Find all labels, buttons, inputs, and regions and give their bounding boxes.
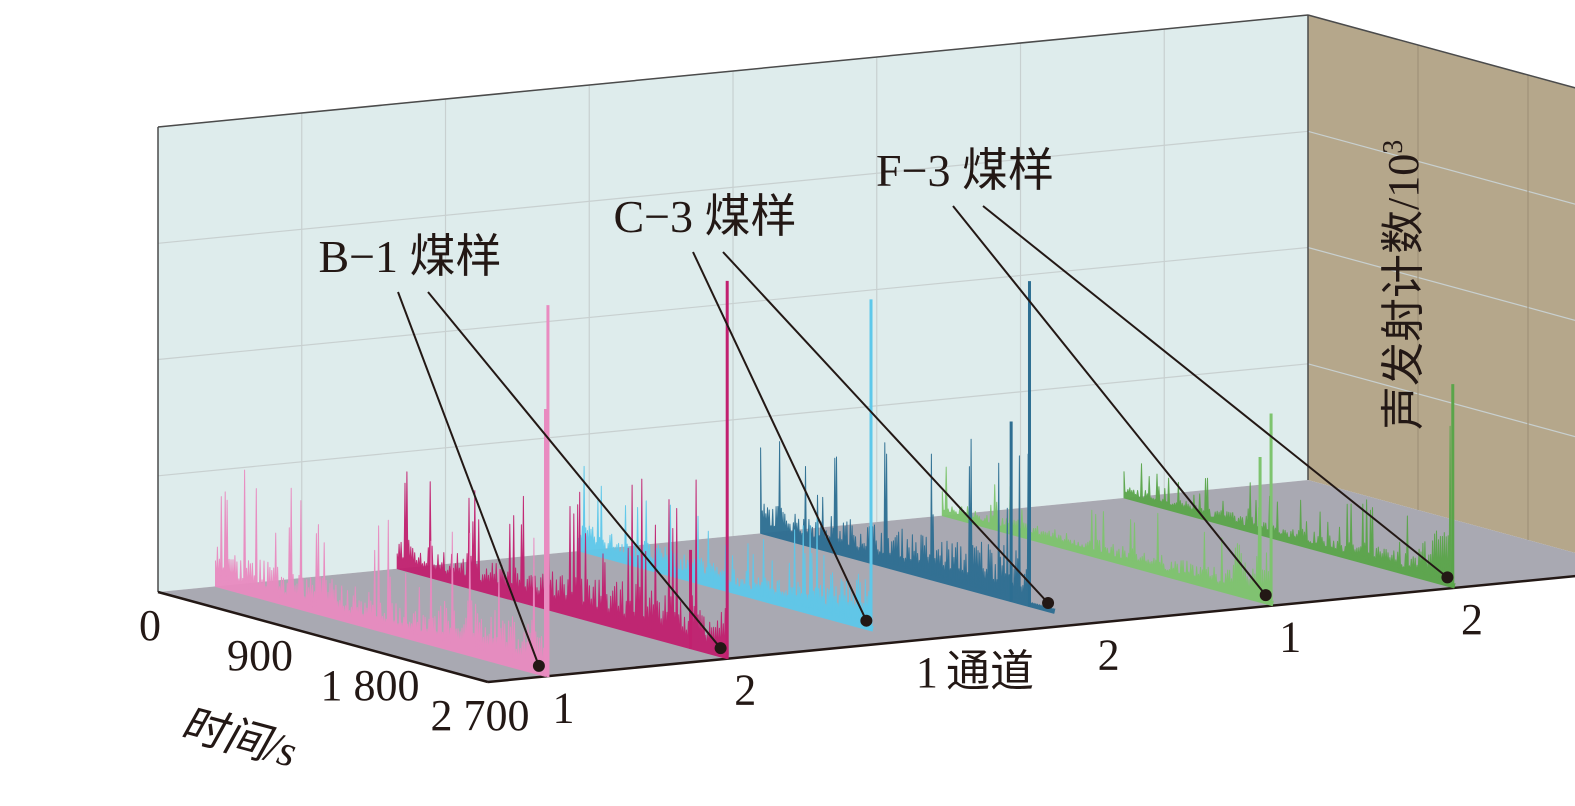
channel-axis-line <box>487 574 1575 684</box>
callout-dot <box>1259 589 1272 602</box>
channel-tick-label: 1 <box>553 683 575 732</box>
side-wall <box>1308 15 1575 553</box>
time-tick-label: 1 800 <box>321 661 420 710</box>
callout-line <box>397 291 540 667</box>
svg-text:声发射计数/103: 声发射计数/103 <box>1378 140 1428 430</box>
callout-dot <box>532 659 545 672</box>
callout-dot <box>860 614 873 627</box>
group-label: F−3 煤样 <box>876 145 1054 196</box>
time-tick-label: 900 <box>227 631 293 680</box>
chart-callouts: B−1 煤样 C−3 煤样 F−3 煤样 <box>318 145 1454 672</box>
x-axis-title: 时间/s <box>176 699 302 777</box>
channel-tick-label: 1 <box>1279 613 1301 662</box>
callout-dot <box>714 642 727 655</box>
z-axis-title: 声发射计数/103 <box>1378 140 1428 430</box>
callout-line <box>952 205 1267 596</box>
group-label: B−1 煤样 <box>318 231 501 282</box>
channel-axis-title: 通道 <box>946 647 1034 696</box>
channel-tick-label: 2 <box>1461 595 1483 644</box>
callout-dot <box>1441 571 1454 584</box>
callout-line <box>427 291 722 649</box>
callout-line <box>692 251 868 622</box>
time-tick-label: 0 <box>139 601 161 650</box>
series-area-channel-1 <box>941 466 1274 607</box>
series-area-channel-2 <box>760 438 1056 614</box>
frame-edge <box>1307 14 1575 89</box>
callout-line <box>982 205 1449 579</box>
channel-tick-label: 1 <box>916 648 938 697</box>
callout-line <box>722 251 1049 604</box>
frame-edge <box>157 14 1309 128</box>
callout-dot <box>1042 596 1055 609</box>
time-tick-label: 2 700 <box>431 691 530 740</box>
series-area-channel-1 <box>215 469 547 677</box>
series-area-channel-2 <box>1123 425 1456 589</box>
z-axis-title-main: 声发射计数/10 <box>1379 154 1428 430</box>
chart-panes <box>158 15 1575 682</box>
z-axis-title-exponent: 3 <box>1378 140 1409 154</box>
group-label: C−3 煤样 <box>613 191 796 242</box>
channel-tick-label: 2 <box>734 666 756 715</box>
time-axis-line <box>157 590 489 684</box>
chart-grid <box>157 14 1575 684</box>
channel-tick-label: 2 <box>1098 630 1120 679</box>
